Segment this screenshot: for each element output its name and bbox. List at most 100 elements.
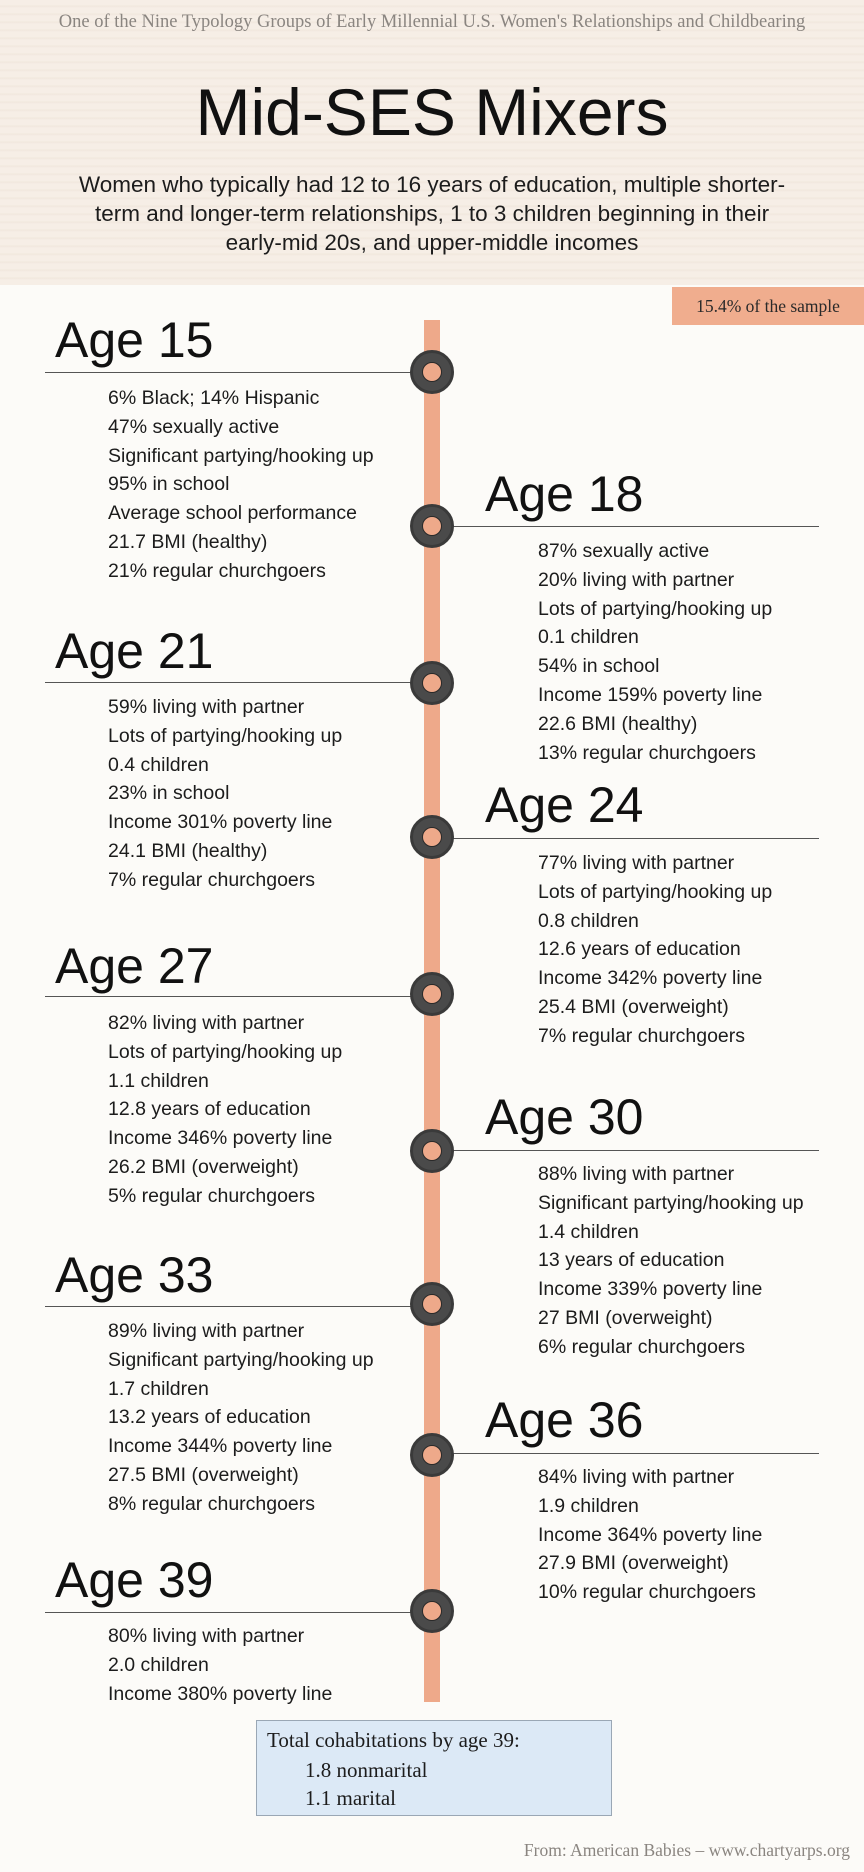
- age-heading: Age 15: [55, 312, 214, 368]
- stat-item: 21.7 BMI (healthy): [108, 530, 268, 553]
- stat-item: 59% living with partner: [108, 696, 305, 718]
- stat-item: 1.7 children: [108, 1377, 209, 1400]
- subtitle-line: term and longer-term relationships, 1 to…: [94, 201, 770, 226]
- stat-item: Average school performance: [108, 502, 357, 525]
- stat-item: 26.2 BMI (overweight): [108, 1155, 299, 1178]
- stat-item: 77% living with partner: [538, 852, 735, 874]
- age-heading: Age 21: [55, 623, 214, 679]
- stat-item: 1.4 children: [538, 1220, 639, 1243]
- age-rule: [45, 1612, 425, 1613]
- stat-item: 2.0 children: [108, 1653, 209, 1676]
- stat-item: 80% living with partner: [108, 1625, 305, 1647]
- stat-item: 5% regular churchgoers: [108, 1184, 316, 1207]
- stat-item: 27.9 BMI (overweight): [538, 1552, 729, 1575]
- age-rule: [45, 682, 425, 683]
- age-heading: Age 27: [55, 938, 214, 994]
- stat-item: 95% in school: [108, 473, 230, 496]
- age-rule: [453, 838, 819, 839]
- stat-item: 24.1 BMI (healthy): [108, 839, 268, 862]
- stat-item: Income 380% poverty line: [108, 1682, 333, 1705]
- age-rule: [45, 996, 425, 997]
- cohabitation-nonmarital: 1.8 nonmarital: [305, 1758, 428, 1782]
- age-rule: [453, 526, 819, 527]
- age-rule: [453, 1150, 819, 1151]
- stat-item: 25.4 BMI (overweight): [538, 995, 729, 1018]
- stat-item: Income 346% poverty line: [108, 1127, 333, 1150]
- stat-item: 0.8 children: [538, 909, 639, 932]
- age-heading: Age 24: [485, 777, 644, 833]
- stat-item: Lots of partying/hooking up: [108, 1040, 343, 1063]
- page-subtitle: Women who typically had 12 to 16 years o…: [40, 170, 824, 257]
- stat-item: Significant partying/hooking up: [108, 1348, 374, 1371]
- stat-item: Income 344% poverty line: [108, 1435, 333, 1458]
- stat-item: 0.4 children: [108, 753, 209, 776]
- stat-item: 84% living with partner: [538, 1466, 735, 1488]
- stat-item: 12.6 years of education: [538, 938, 741, 961]
- stat-item: 7% regular churchgoers: [108, 868, 316, 891]
- stat-item: 10% regular churchgoers: [538, 1581, 756, 1604]
- sample-share-badge: 15.4% of the sample: [672, 287, 864, 325]
- stat-item: 12.8 years of education: [108, 1098, 311, 1121]
- stat-item: 27.5 BMI (overweight): [108, 1463, 299, 1486]
- age-stats: 59% living with partner Lots of partying…: [108, 693, 342, 895]
- age-rule: [453, 1453, 819, 1454]
- timeline-node: [410, 350, 454, 394]
- stat-item: 88% living with partner: [538, 1163, 735, 1185]
- timeline-node: [410, 972, 454, 1016]
- stat-item: 1.1 children: [108, 1069, 209, 1092]
- stat-item: Significant partying/hooking up: [538, 1191, 804, 1214]
- header-banner: One of the Nine Typology Groups of Early…: [0, 0, 864, 285]
- stat-item: Lots of partying/hooking up: [108, 724, 343, 747]
- timeline-node: [410, 661, 454, 705]
- age-stats: 6% Black; 14% Hispanic 47% sexually acti…: [108, 384, 374, 586]
- stat-item: 89% living with partner: [108, 1320, 305, 1342]
- stat-item: Income 364% poverty line: [538, 1523, 763, 1546]
- age-heading: Age 18: [485, 466, 644, 522]
- stat-item: 54% in school: [538, 655, 660, 678]
- age-stats: 80% living with partner 2.0 children Inc…: [108, 1622, 332, 1708]
- age-stats: 89% living with partner Significant part…: [108, 1317, 374, 1519]
- stat-item: 82% living with partner: [108, 1012, 305, 1034]
- header-kicker: One of the Nine Typology Groups of Early…: [58, 12, 806, 32]
- stat-item: Income 301% poverty line: [108, 811, 333, 834]
- stat-item: 13.2 years of education: [108, 1406, 311, 1429]
- stat-item: 22.6 BMI (healthy): [538, 712, 698, 735]
- age-rule: [45, 372, 425, 373]
- age-stats: 82% living with partner Lots of partying…: [108, 1009, 342, 1211]
- stat-item: Lots of partying/hooking up: [538, 880, 773, 903]
- stat-item: Significant partying/hooking up: [108, 444, 374, 467]
- stat-item: 23% in school: [108, 782, 230, 805]
- stat-item: 13% regular churchgoers: [538, 741, 756, 764]
- age-stats: 87% sexually active 20% living with part…: [538, 537, 772, 767]
- age-heading: Age 33: [55, 1247, 214, 1303]
- stat-item: Income 159% poverty line: [538, 683, 763, 706]
- timeline-node: [410, 815, 454, 859]
- stat-item: 27 BMI (overweight): [538, 1306, 713, 1329]
- subtitle-line: early-mid 20s, and upper-middle incomes: [225, 230, 639, 255]
- stat-item: 0.1 children: [538, 626, 639, 649]
- stat-item: 20% living with partner: [538, 568, 735, 591]
- stat-item: 7% regular churchgoers: [538, 1024, 746, 1047]
- cohabitation-title: Total cohabitations by age 39:: [267, 1728, 520, 1752]
- stat-item: 47% sexually active: [108, 415, 280, 438]
- stat-item: 21% regular churchgoers: [108, 559, 326, 582]
- stat-item: Income 339% poverty line: [538, 1278, 763, 1301]
- age-stats: 84% living with partner 1.9 children Inc…: [538, 1463, 762, 1607]
- timeline-node: [410, 504, 454, 548]
- stat-item: 13 years of education: [538, 1249, 725, 1272]
- source-credit: From: American Babies – www.chartyarps.o…: [523, 1840, 850, 1860]
- age-heading: Age 39: [55, 1552, 214, 1608]
- timeline-node: [410, 1589, 454, 1633]
- timeline-node: [410, 1282, 454, 1326]
- stat-item: 8% regular churchgoers: [108, 1492, 316, 1515]
- stat-item: 6% regular churchgoers: [538, 1335, 746, 1358]
- page-title: Mid-SES Mixers: [195, 75, 669, 149]
- stat-item: 87% sexually active: [538, 540, 710, 562]
- timeline-node: [410, 1129, 454, 1173]
- stat-item: 1.9 children: [538, 1494, 639, 1517]
- stat-item: Income 342% poverty line: [538, 967, 763, 990]
- age-heading: Age 36: [485, 1392, 644, 1448]
- stat-item: 6% Black; 14% Hispanic: [108, 387, 320, 409]
- stat-item: Lots of partying/hooking up: [538, 597, 773, 620]
- cohabitation-marital: 1.1 marital: [305, 1786, 396, 1810]
